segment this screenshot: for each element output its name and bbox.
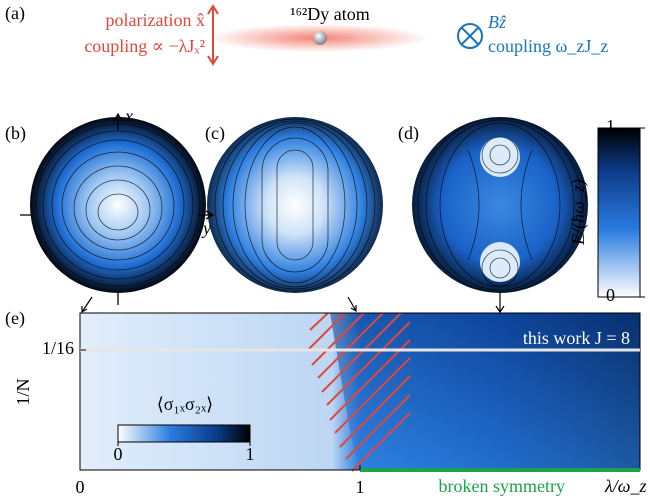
atom: [313, 31, 327, 45]
panel-label: (c): [205, 123, 225, 144]
axes-b: [20, 112, 215, 305]
inset-colorbar: [117, 424, 251, 443]
x-tick-label: 0: [76, 477, 85, 497]
colorbar-label: E/(ħω_z): [568, 179, 589, 246]
phase-label: broken symmetry: [439, 476, 565, 496]
x-label: λ/ω_z: [604, 476, 647, 496]
field-symbol: [457, 23, 483, 49]
arrow-heads: [207, 4, 219, 66]
axis-label: x: [124, 106, 133, 126]
panel-label: (b): [5, 123, 26, 144]
x-tick-label: 1: [356, 477, 365, 497]
panel-label: (d): [398, 123, 419, 144]
sphere-b: [30, 117, 206, 293]
inset-label: ⟨σ₁ₓσ₂ₓ⟩: [157, 394, 213, 414]
polarization-text: polarization x̂: [106, 10, 205, 30]
annotation: this work J = 8: [523, 328, 630, 348]
y-label: 1/N: [13, 378, 33, 405]
field-label: Bẑ: [488, 12, 507, 32]
coupling-text: coupling ∝ −λJₓ²: [84, 36, 205, 56]
coupling-right: coupling ω_zJ_z: [488, 36, 608, 56]
panel-label: (e): [5, 308, 25, 329]
sphere-d: [412, 117, 588, 293]
energy-colorbar: [597, 127, 641, 298]
panel-label: (a): [5, 3, 25, 24]
y-tick-label: 1/16: [42, 338, 74, 358]
broken-region: [330, 313, 640, 470]
tick-label: 1: [606, 116, 615, 136]
tick-label: 0: [114, 444, 123, 464]
hatch: [307, 312, 411, 472]
tick-label: 1: [246, 444, 255, 464]
sphere-c: [207, 117, 383, 293]
pointer-arrows: [81, 293, 505, 314]
atom-label: ¹⁶²Dy atom: [290, 4, 370, 24]
tick-label: 0: [606, 285, 615, 305]
axis-label: y: [201, 218, 211, 238]
